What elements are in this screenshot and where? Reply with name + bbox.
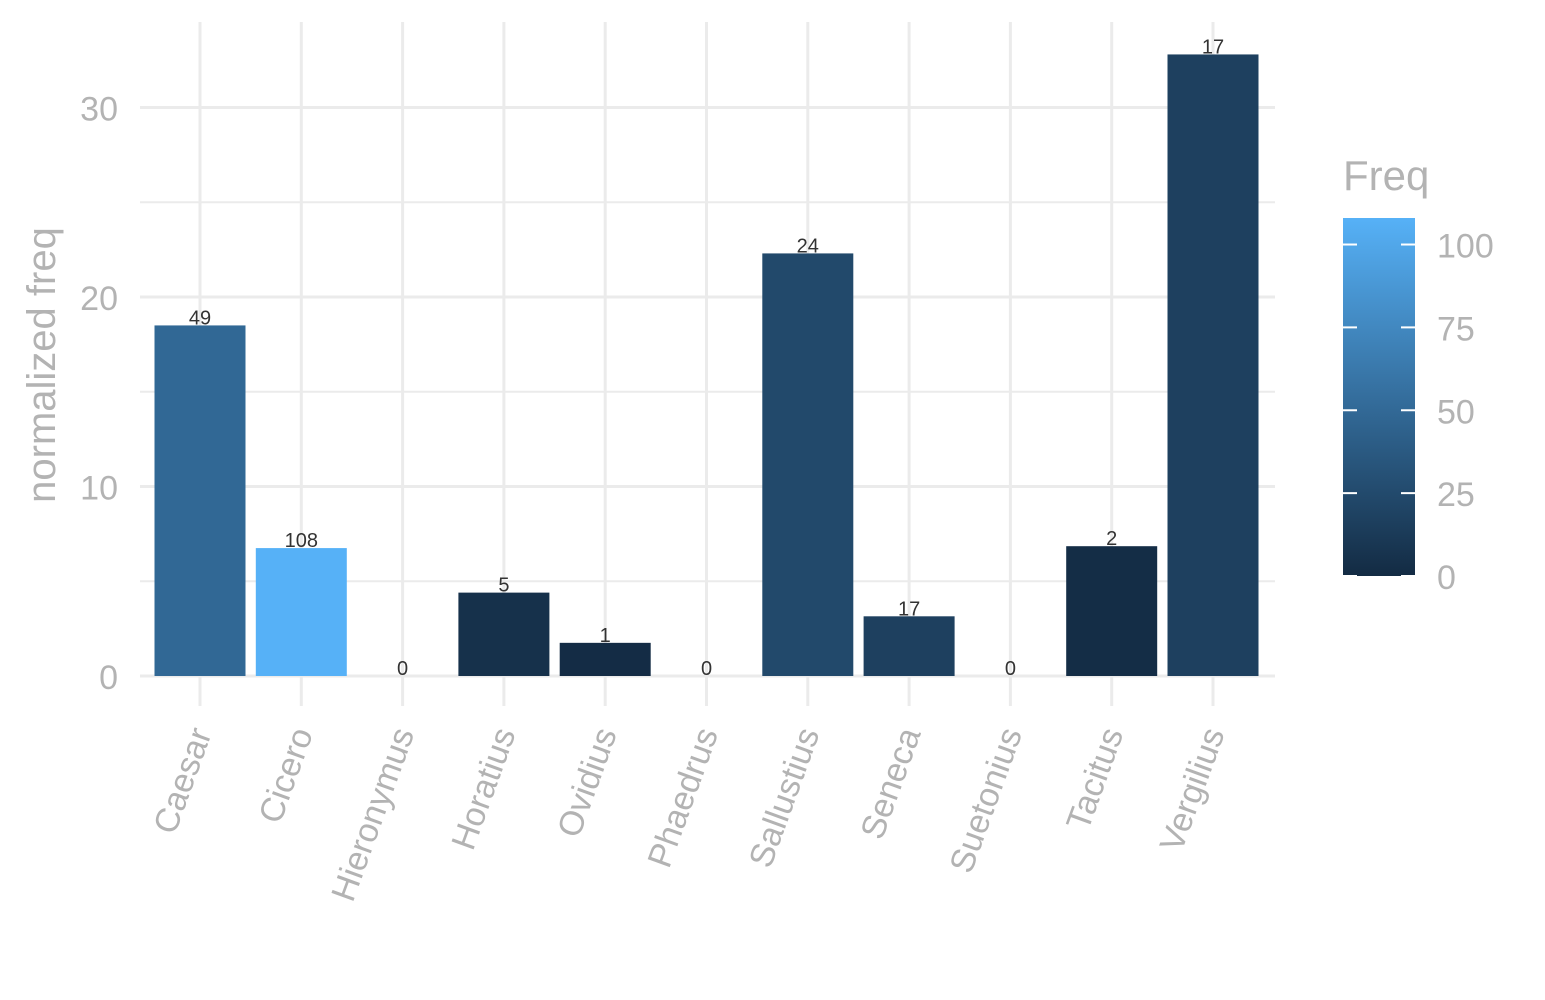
- bar-seneca: [863, 616, 955, 676]
- y-tick-label: 30: [80, 91, 118, 129]
- legend-tick-label: 50: [1437, 393, 1475, 431]
- x-tick-label: Tacitus: [1059, 723, 1131, 835]
- y-tick-label: 20: [80, 280, 118, 318]
- x-tick-label: Vergilius: [1153, 723, 1233, 857]
- legend-title: Freq: [1343, 152, 1429, 199]
- bars: [154, 54, 1259, 677]
- bar-value-label: 5: [498, 575, 509, 597]
- x-tick-label: Sallustius: [742, 723, 827, 873]
- legend-ticks: 0 25 50 75 100: [1343, 228, 1494, 597]
- bar-value-label: 0: [701, 658, 712, 680]
- x-tick-label: Caesar: [146, 723, 219, 839]
- x-tick-label: Horatius: [444, 723, 523, 855]
- x-tick-label: Seneca: [853, 723, 928, 844]
- bar-value-label: 17: [898, 598, 920, 620]
- bar-value-label: 24: [797, 235, 819, 257]
- bar-vergilius: [1167, 54, 1259, 676]
- bar-caesar: [154, 325, 246, 676]
- x-tick-label: Suetonius: [942, 723, 1029, 878]
- y-axis-ticks: 0 10 20 30: [80, 91, 118, 698]
- x-tick-label: Ovidius: [550, 723, 624, 843]
- y-axis-title: normalized freq: [20, 227, 64, 503]
- color-legend: Freq 0 25 50 75 100: [1343, 152, 1494, 597]
- bar-sallustius: [762, 253, 854, 677]
- bar-value-label: 2: [1106, 528, 1117, 550]
- bar-value-label: 0: [1005, 658, 1016, 680]
- legend-tick-label: 25: [1437, 476, 1475, 514]
- bar-value-label: 0: [397, 658, 408, 680]
- legend-tick-label: 100: [1437, 228, 1494, 266]
- legend-colorbar: [1343, 218, 1415, 576]
- y-tick-label: 10: [80, 470, 118, 508]
- x-tick-label: Hieronymus: [324, 723, 422, 906]
- x-tick-label: Phaedrus: [641, 723, 726, 873]
- bar-ovidius: [559, 642, 651, 676]
- bar-cicero: [255, 548, 347, 676]
- bar-tacitus: [1066, 546, 1158, 676]
- legend-tick-label: 0: [1437, 559, 1456, 597]
- x-tick-label: Cicero: [252, 723, 321, 828]
- legend-tick-label: 75: [1437, 310, 1475, 348]
- bar-value-label: 49: [189, 307, 211, 329]
- x-axis-ticks: Caesar Cicero Hieronymus Horatius Ovidius Pha…: [146, 723, 1232, 907]
- bar-horatius: [458, 592, 550, 676]
- bar-value-label: 1: [600, 625, 611, 647]
- bar-value-label: 108: [285, 530, 318, 552]
- bar-value-label: 17: [1202, 36, 1224, 58]
- y-tick-label: 0: [99, 659, 118, 697]
